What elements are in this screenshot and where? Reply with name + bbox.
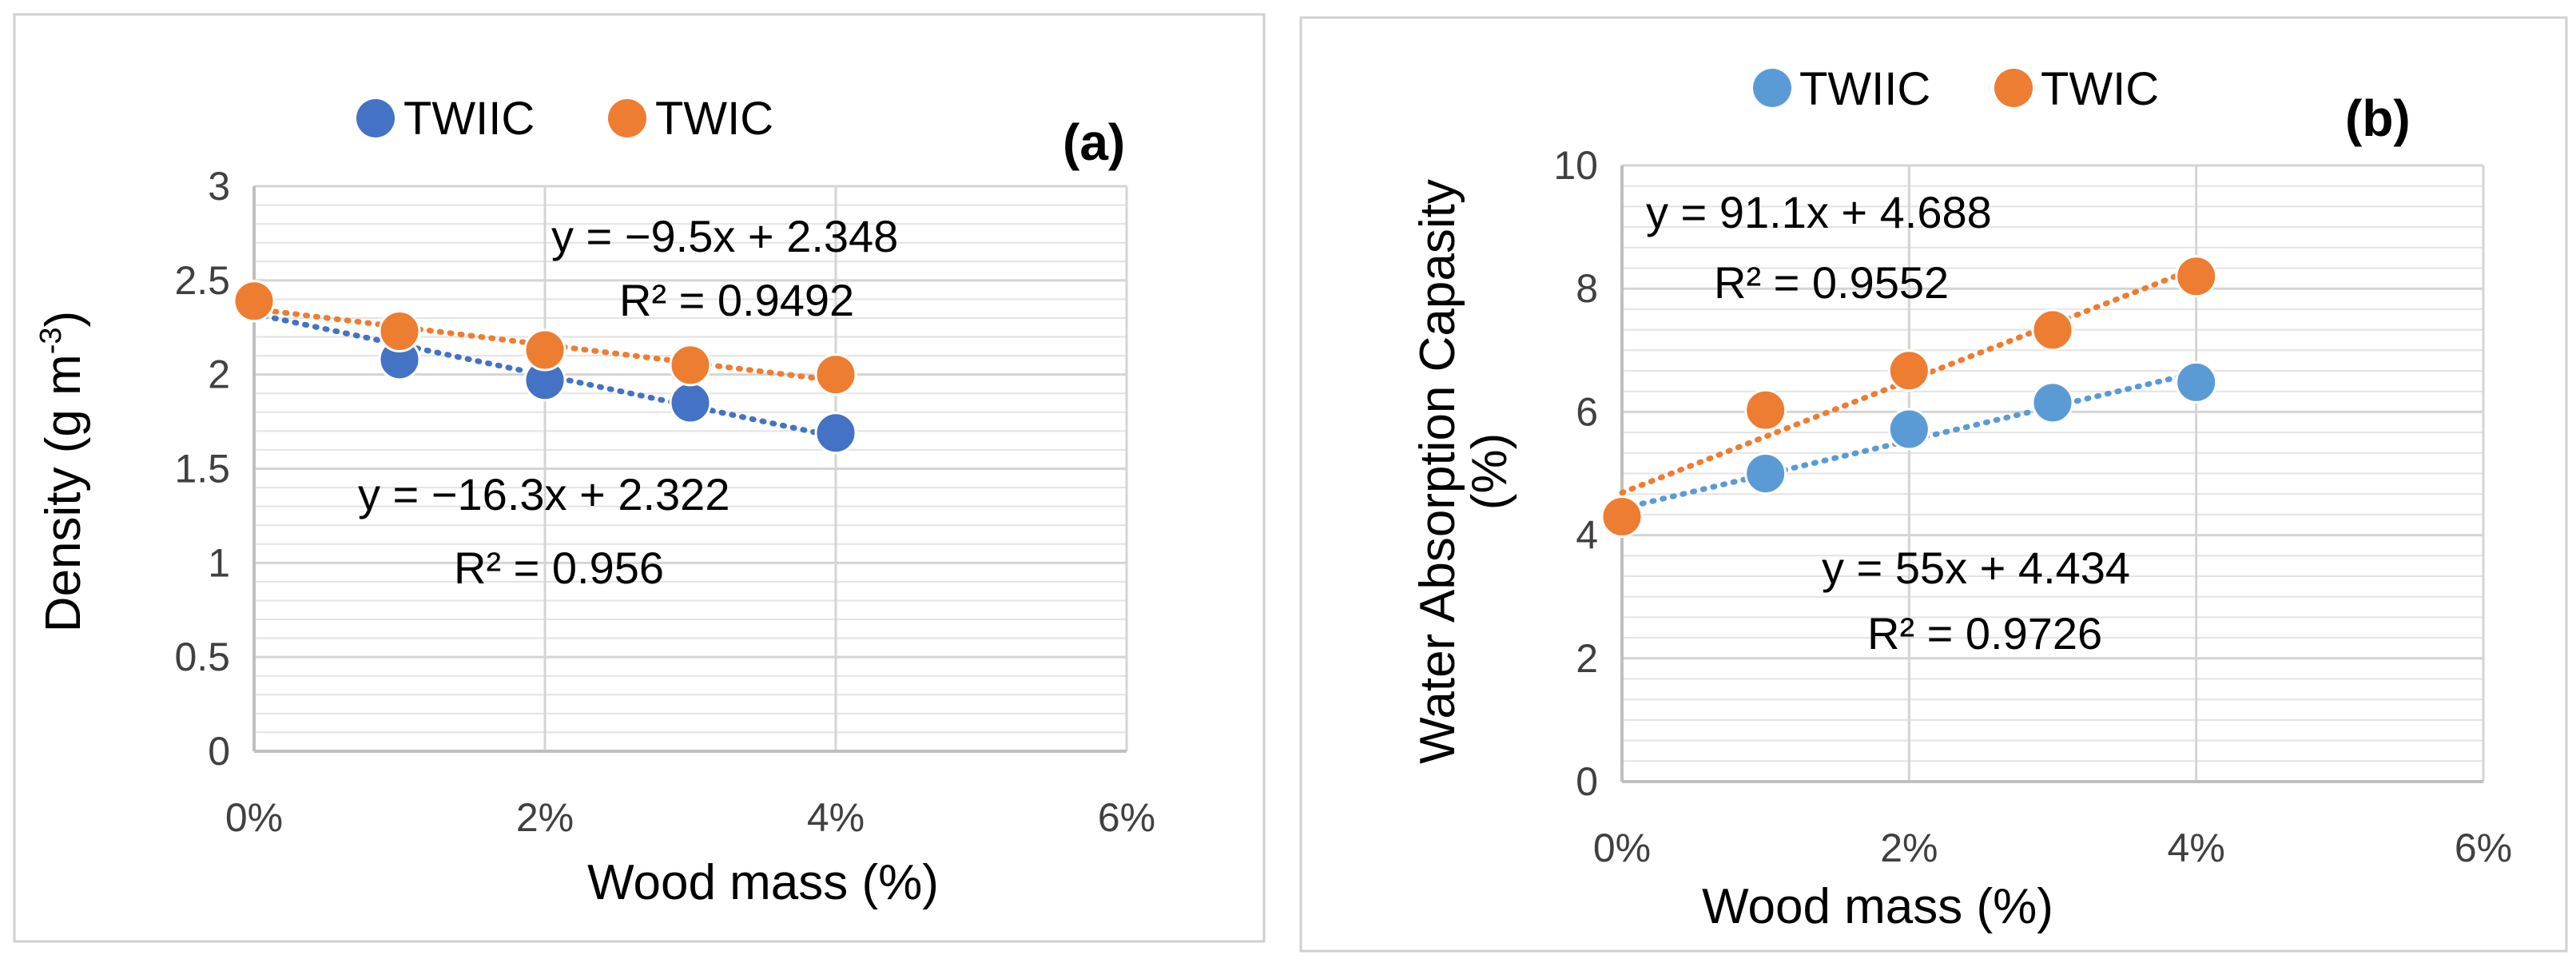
- chart-a-ticks: 0 0.5 1 1.5 2 2.5 3 0% 2% 4% 6%: [174, 164, 1155, 840]
- y-tick-label-b: 6: [1576, 389, 1598, 434]
- y-tick-label-a: 2.5: [174, 258, 230, 303]
- x-tick-label-a: 6%: [1098, 795, 1155, 840]
- y-axis-title-a-end: ): [36, 311, 91, 328]
- chart-panel-b: 0 2 4 6 8 10 0% 2% 4% 6% TWIIC TWIC (b) y = 91.1x…: [1294, 0, 2573, 971]
- chart-a-svg: 0 0.5 1 1.5 2 2.5 3 0% 2% 4% 6% TWIIC TWIC (a) y =…: [13, 13, 1266, 943]
- panel-label-a: (a): [1063, 113, 1125, 171]
- r2-twiic-a: R² = 0.956: [454, 543, 664, 593]
- x-tick-label-b: 0%: [1593, 826, 1651, 870]
- legend-label-twic-b: TWIC: [2041, 63, 2159, 115]
- y-tick-label-a: 0: [208, 729, 230, 774]
- point-twic-a: [233, 280, 276, 323]
- point-twic-b: [1744, 388, 1787, 432]
- chart-b-points: [1600, 255, 2218, 538]
- chart-a-frame: [13, 13, 1266, 943]
- chart-b-frame: [1299, 16, 2568, 953]
- legend-marker-twic-b: [1994, 69, 2033, 107]
- chart-b-svg: 0 2 4 6 8 10 0% 2% 4% 6% TWIIC TWIC (b) y = 91.1x…: [1299, 16, 2568, 953]
- y-tick-label-b: 8: [1576, 266, 1598, 311]
- y-tick-label-a: 1.5: [174, 447, 230, 491]
- x-tick-label-b: 6%: [2455, 826, 2512, 870]
- point-twiic-b: [2175, 360, 2218, 404]
- point-twic-b: [2031, 308, 2074, 352]
- equation-twic-b: y = 91.1x + 4.688: [1646, 187, 1992, 237]
- y-tick-label-b: 0: [1576, 759, 1598, 804]
- chart-b-ticks: 0 2 4 6 8 10 0% 2% 4% 6%: [1553, 143, 2512, 870]
- y-axis-title-b-line2: (%): [1462, 433, 1517, 510]
- point-twic-a: [378, 309, 421, 352]
- chart-b-grid: [1620, 164, 2485, 783]
- panel-label-b: (b): [2345, 90, 2411, 147]
- legend-marker-twiic-b: [1753, 69, 1791, 107]
- y-axis-title-a-sup: -3: [34, 327, 68, 354]
- x-tick-label-a: 0%: [225, 795, 283, 840]
- y-axis-title-a: Density (g m-3): [34, 311, 91, 632]
- y-tick-label-b: 2: [1576, 636, 1598, 681]
- x-tick-label-a: 4%: [807, 795, 865, 840]
- x-axis-title-b: Wood mass (%): [1702, 879, 2053, 934]
- chart-panel-a: 0 0.5 1 1.5 2 2.5 3 0% 2% 4% 6% TWIIC TWIC (a) y =…: [0, 0, 1278, 971]
- legend-marker-twic-a: [608, 99, 646, 137]
- point-twic-b: [1887, 349, 1930, 392]
- legend-label-twic-a: TWIC: [655, 93, 773, 145]
- r2-twic-a: R² = 0.9492: [619, 275, 854, 325]
- legend-label-twiic-a: TWIIC: [403, 93, 535, 145]
- y-tick-label-a: 0.5: [174, 635, 230, 679]
- x-axis-title-a: Wood mass (%): [587, 855, 939, 910]
- point-twiic-b: [2031, 381, 2074, 424]
- y-axis-title-a-main: Density (g m: [36, 354, 91, 632]
- point-twiic-b: [1887, 408, 1930, 451]
- chart-a-points: [233, 280, 857, 455]
- chart-b-axes: [1620, 165, 2483, 783]
- equation-twiic-b: y = 55x + 4.434: [1822, 543, 2130, 593]
- point-twiic-b: [1744, 452, 1787, 495]
- point-twic-b: [1600, 495, 1644, 538]
- point-twic-a: [669, 344, 712, 387]
- x-tick-label-a: 2%: [516, 795, 574, 840]
- point-twic-b: [2175, 255, 2218, 298]
- x-tick-label-b: 4%: [2168, 826, 2225, 870]
- r2-twic-b: R² = 0.9552: [1714, 257, 1949, 308]
- y-tick-label-b: 4: [1576, 513, 1598, 558]
- point-twic-a: [523, 328, 566, 372]
- y-axis-title-b-line1: Water Absorption Capasity: [1410, 179, 1465, 764]
- y-tick-label-a: 2: [208, 352, 230, 397]
- x-tick-label-b: 2%: [1880, 826, 1938, 870]
- r2-twiic-b: R² = 0.9726: [1867, 608, 2102, 659]
- point-twic-a: [814, 353, 857, 396]
- legend-marker-twiic-a: [356, 99, 395, 137]
- equation-twiic-a: y = −16.3x + 2.322: [358, 469, 729, 519]
- legend-label-twiic-b: TWIIC: [1799, 63, 1930, 115]
- y-tick-label-a: 3: [208, 164, 230, 209]
- point-twiic-a: [669, 381, 712, 424]
- y-tick-label-b: 10: [1553, 143, 1598, 188]
- y-tick-label-a: 1: [208, 540, 230, 585]
- equation-twic-a: y = −9.5x + 2.348: [551, 211, 898, 261]
- point-twiic-a: [814, 412, 857, 455]
- trendline-twic-b: [1619, 265, 2200, 496]
